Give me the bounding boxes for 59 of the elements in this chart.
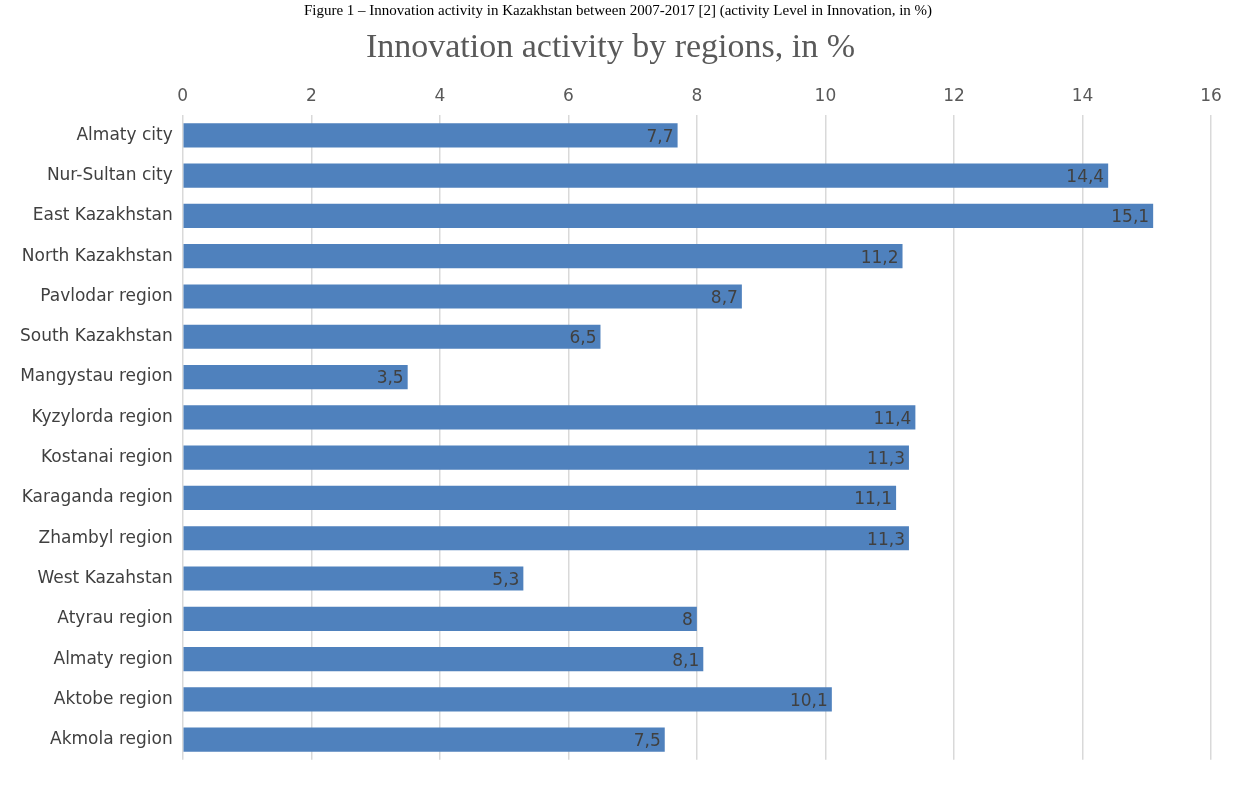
bar [183,566,524,591]
caption: Figure 1 – Innovation activity in Kazakhstan between 2007-2017 [2] (activity Level in Innovation, in %) [302,1,934,20]
x-tick-label: 12 [943,85,965,106]
bar [183,647,704,672]
bar [183,123,678,148]
bar [183,324,601,349]
data-label: 8 [682,609,693,630]
y-tick-label: Nur-Sultan city [46,164,173,185]
y-tick-label: Karaganda region [21,486,173,507]
data-label: 7,5 [633,730,661,751]
y-tick-label: Kyzylorda region [31,405,173,426]
x-tick-label: 16 [1200,85,1222,106]
bar [183,606,697,631]
bar [183,526,909,551]
y-tick-label: Aktobe region [53,687,173,708]
x-tick-label: 4 [434,85,446,106]
chart-title: Innovation activity by regions, in % [365,27,856,65]
data-label: 3,5 [376,367,404,388]
y-tick-label: North Kazakhstan [21,244,173,265]
y-tick-label: Almaty city [76,123,173,144]
y-tick-label: Atyrau region [57,607,173,628]
data-label: 11,3 [867,448,905,469]
bar [183,364,408,390]
data-label: 8,7 [710,286,738,307]
bar [183,485,897,511]
x-tick-label: 0 [177,85,189,106]
data-label: 8,1 [672,649,700,670]
data-label: 14,4 [1066,166,1105,187]
y-tick-label: South Kazakhstan [19,325,173,346]
bar [183,445,909,470]
bar [183,405,916,430]
y-tick-label: Kostanai region [41,446,173,467]
y-tick-label: Zhambyl region [38,526,173,547]
data-label: 11,4 [873,407,912,428]
bar [183,727,665,752]
y-tick-label: East Kazakhstan [32,204,173,225]
data-label: 11,2 [860,246,899,267]
x-tick-label: 14 [1071,85,1094,106]
y-tick-label: West Kazahstan [37,566,173,587]
x-tick-label: 8 [691,85,703,106]
x-tick-label: 2 [305,85,317,106]
y-tick-label: Akmola region [50,728,173,749]
bar [183,284,742,309]
bar [183,203,1154,229]
bar [183,163,1109,188]
y-tick-label: Mangystau region [20,365,173,386]
data-label: 7,7 [646,125,674,146]
data-label: 15,1 [1111,206,1150,227]
data-label: 11,1 [854,488,893,509]
data-label: 10,1 [789,689,828,710]
y-tick-label: Pavlodar region [40,284,173,305]
data-label: 5,3 [492,568,520,589]
data-label: 6,5 [569,327,597,348]
data-label: 11,3 [867,528,905,549]
bar [183,687,832,712]
x-tick-label: 6 [562,85,574,106]
bar [183,244,903,269]
x-tick-label: 10 [814,85,837,106]
y-tick-label: Almaty region [53,647,173,668]
